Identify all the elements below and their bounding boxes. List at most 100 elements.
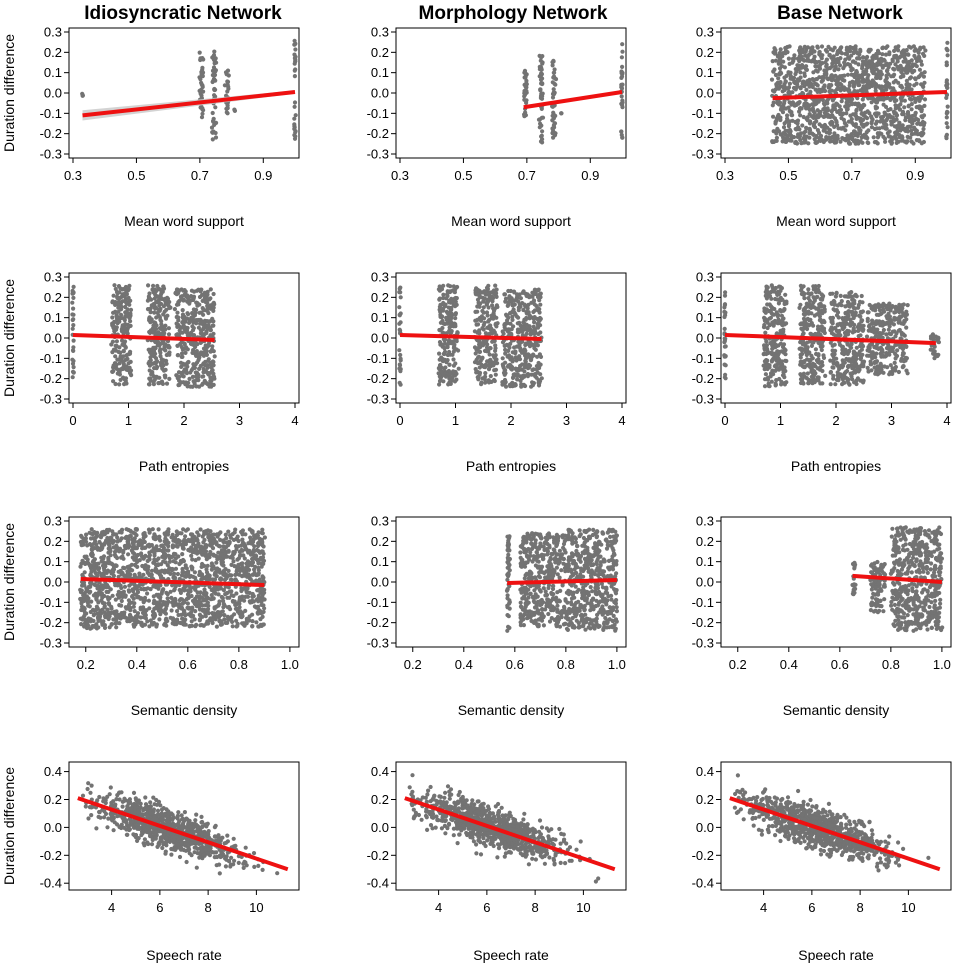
data-point [522, 91, 527, 96]
data-point [798, 75, 803, 80]
data-point [126, 552, 131, 557]
data-point [846, 348, 852, 353]
data-point [446, 338, 452, 343]
data-point [798, 86, 803, 91]
data-point [866, 369, 871, 374]
data-point [523, 85, 528, 90]
y-tick-label: 0.1 [371, 310, 389, 325]
data-point [204, 348, 209, 353]
x-tick-label: 0.5 [127, 168, 145, 183]
data-point [883, 321, 888, 326]
data-point [537, 117, 542, 122]
data-point [71, 365, 76, 370]
data-point [515, 377, 520, 382]
x-tick-label: 0.7 [843, 168, 861, 183]
data-point [798, 113, 803, 118]
y-tick-label: -0.1 [40, 351, 62, 366]
data-point [488, 346, 493, 351]
data-point [916, 50, 921, 55]
data-point [483, 290, 488, 295]
data-point [513, 349, 518, 354]
data-point [858, 107, 863, 112]
data-point [919, 62, 924, 67]
data-point [70, 300, 75, 305]
data-point [485, 297, 490, 302]
data-point [397, 366, 402, 371]
data-point [493, 356, 498, 361]
data-point [793, 71, 798, 77]
data-point [880, 330, 885, 336]
data-point [781, 85, 786, 90]
data-point [487, 318, 492, 323]
data-point [517, 357, 523, 362]
data-point [849, 132, 854, 137]
data-point [774, 310, 779, 315]
data-point [898, 63, 903, 68]
x-axis: 0.3 0.5 0.7 0.9 [716, 158, 924, 183]
y-tick-label: -0.3 [40, 147, 62, 162]
data-point [398, 352, 403, 358]
data-point [502, 325, 507, 330]
data-point [784, 49, 789, 55]
data-point [153, 346, 158, 351]
data-point [174, 292, 179, 297]
data-point [437, 357, 442, 362]
data-point [722, 354, 727, 359]
data-point [771, 100, 776, 105]
data-point [763, 293, 768, 298]
data-point [441, 372, 446, 377]
data-point [523, 110, 528, 115]
data-point [853, 310, 858, 315]
y-tick-label: 0.0 [696, 331, 714, 346]
data-point [190, 315, 195, 320]
data-point [785, 86, 791, 91]
data-point [881, 97, 886, 102]
data-point [862, 122, 867, 127]
data-point [475, 322, 481, 327]
data-point [292, 116, 297, 121]
data-point [776, 317, 781, 322]
data-point [869, 304, 875, 309]
data-point [130, 600, 135, 605]
data-point [803, 318, 808, 323]
data-point [898, 54, 903, 59]
data-point [538, 74, 543, 79]
data-point [884, 314, 889, 319]
data-point [850, 297, 855, 302]
data-point [179, 364, 184, 369]
data-point [809, 331, 814, 337]
data-point [445, 345, 450, 350]
y-tick-label: 0.1 [371, 65, 389, 80]
data-point [113, 286, 118, 292]
data-point [846, 119, 852, 124]
data-point [515, 321, 520, 326]
panel-2-0: 0.30.20.10.0-0.1-0.2-0.30.2 0.4 0.6 0.8 1.0S… [1, 514, 300, 718]
data-point [888, 114, 894, 120]
data-point [850, 102, 855, 107]
data-point [212, 354, 217, 359]
data-point [798, 70, 803, 75]
data-point [815, 89, 820, 94]
data-point [493, 372, 498, 377]
x-tick-label: 0.3 [64, 168, 82, 183]
data-point [895, 59, 900, 64]
data-point [505, 318, 510, 323]
data-point [206, 357, 211, 362]
data-point [785, 113, 790, 118]
x-axis-label: Mean word support [124, 213, 244, 229]
data-point [485, 325, 490, 330]
data-point [489, 379, 494, 384]
data-point [820, 343, 825, 348]
data-point [194, 307, 199, 312]
data-point [773, 368, 778, 373]
data-point [167, 376, 172, 381]
data-point [944, 62, 950, 67]
data-point [147, 291, 152, 296]
data-point [174, 321, 179, 326]
data-point [945, 53, 950, 58]
data-point [817, 318, 823, 323]
data-point [920, 130, 926, 135]
y-tick-label: 0.3 [696, 25, 714, 40]
data-point [944, 46, 949, 52]
